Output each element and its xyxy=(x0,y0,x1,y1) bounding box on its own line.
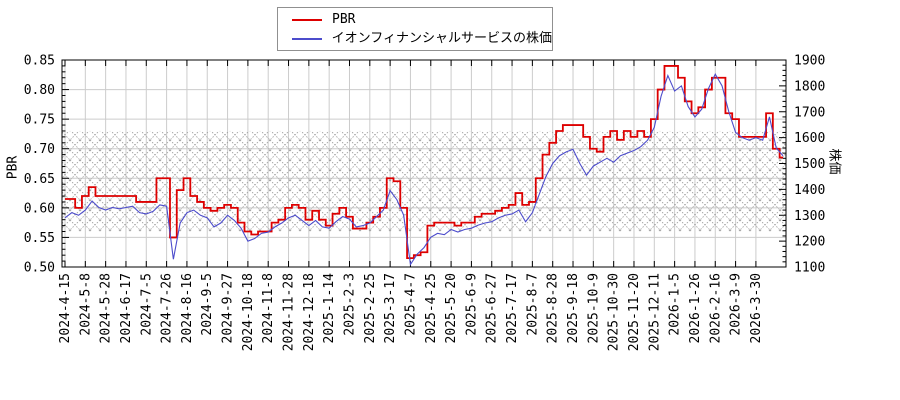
price-line-swatch xyxy=(292,37,322,40)
x-tick-label: 2025-2-3 xyxy=(342,273,357,336)
x-tick-label: 2025-2-25 xyxy=(363,273,378,343)
legend: PBR イオンフィナンシャルサービスの株価 xyxy=(277,7,553,51)
left-tick-label: 0.75 xyxy=(24,113,55,128)
x-tick-label: 2025-3-17 xyxy=(383,273,398,343)
legend-entry-pbr: PBR xyxy=(278,11,552,29)
right-tick-label: 1600 xyxy=(794,131,825,146)
left-tick-label: 0.85 xyxy=(24,54,55,69)
x-tick-label: 2026-1-26 xyxy=(688,273,703,343)
x-tick-label: 2026-3-30 xyxy=(749,273,764,343)
right-tick-label: 1300 xyxy=(794,209,825,224)
right-tick-label: 1100 xyxy=(794,261,825,276)
x-tick-label: 2025-6-9 xyxy=(464,273,479,336)
left-tick-label: 0.70 xyxy=(24,142,55,157)
x-tick-label: 2025-10-9 xyxy=(586,273,601,343)
x-tick-label: 2024-8-16 xyxy=(180,273,195,343)
x-tick-label: 2025-12-11 xyxy=(647,273,662,351)
x-tick-label: 2024-7-5 xyxy=(139,273,154,336)
x-tick-label: 2025-1-14 xyxy=(322,273,337,344)
left-tick-label: 0.50 xyxy=(24,261,55,276)
x-tick-label: 2024-9-27 xyxy=(221,273,236,343)
legend-label-price: イオンフィナンシャルサービスの株価 xyxy=(331,30,552,46)
x-tick-label: 2024-11-28 xyxy=(282,273,297,351)
x-tick-label: 2026-1-5 xyxy=(668,273,683,336)
x-tick-label: 2025-4-7 xyxy=(403,273,418,336)
x-tick-label: 2025-5-20 xyxy=(444,273,459,343)
right-tick-label: 1900 xyxy=(794,54,825,69)
x-tick-label: 2024-10-18 xyxy=(241,273,256,351)
left-axis-title: PBR xyxy=(5,155,21,180)
x-tick-label: 2025-11-20 xyxy=(627,273,642,351)
x-tick-label: 2024-6-17 xyxy=(119,273,134,343)
right-axis-title: 株価 xyxy=(826,148,842,175)
left-tick-label: 0.65 xyxy=(24,172,55,187)
x-tick-label: 2024-4-15 xyxy=(58,273,73,343)
right-tick-label: 1200 xyxy=(794,235,825,250)
x-tick-label: 2024-5-28 xyxy=(99,273,114,343)
x-tick-label: 2024-12-18 xyxy=(302,273,317,351)
pbr-line xyxy=(65,65,783,260)
x-tick-label: 2025-4-25 xyxy=(424,273,439,343)
right-tick-label: 1400 xyxy=(794,183,825,198)
right-tick-label: 1500 xyxy=(794,157,825,172)
x-tick-label: 2025-9-18 xyxy=(566,273,581,343)
price-line xyxy=(64,73,784,266)
right-tick-label: 1800 xyxy=(794,79,825,94)
left-tick-label: 0.55 xyxy=(24,231,55,246)
right-tick-label: 1700 xyxy=(794,105,825,120)
legend-entry-price: イオンフィナンシャルサービスの株価 xyxy=(278,30,552,48)
left-tick-label: 0.80 xyxy=(24,83,55,98)
x-tick-label: 2025-6-27 xyxy=(485,273,500,343)
legend-label-pbr: PBR xyxy=(332,11,356,27)
x-tick-label: 2025-10-30 xyxy=(607,273,622,351)
x-tick-label: 2026-2-16 xyxy=(708,273,723,343)
x-tick-label: 2024-11-8 xyxy=(261,273,276,343)
left-tick-label: 0.60 xyxy=(24,201,55,216)
x-tick-label: 2026-3-9 xyxy=(729,273,744,336)
x-tick-label: 2025-8-7 xyxy=(525,273,540,336)
x-tick-label: 2024-7-26 xyxy=(160,273,175,343)
x-tick-label: 2024-9-5 xyxy=(200,273,215,336)
x-tick-label: 2025-8-28 xyxy=(546,273,561,343)
x-tick-label: 2025-7-17 xyxy=(505,273,520,343)
x-tick-label: 2024-5-8 xyxy=(78,273,93,336)
pbr-line-swatch xyxy=(292,18,322,21)
